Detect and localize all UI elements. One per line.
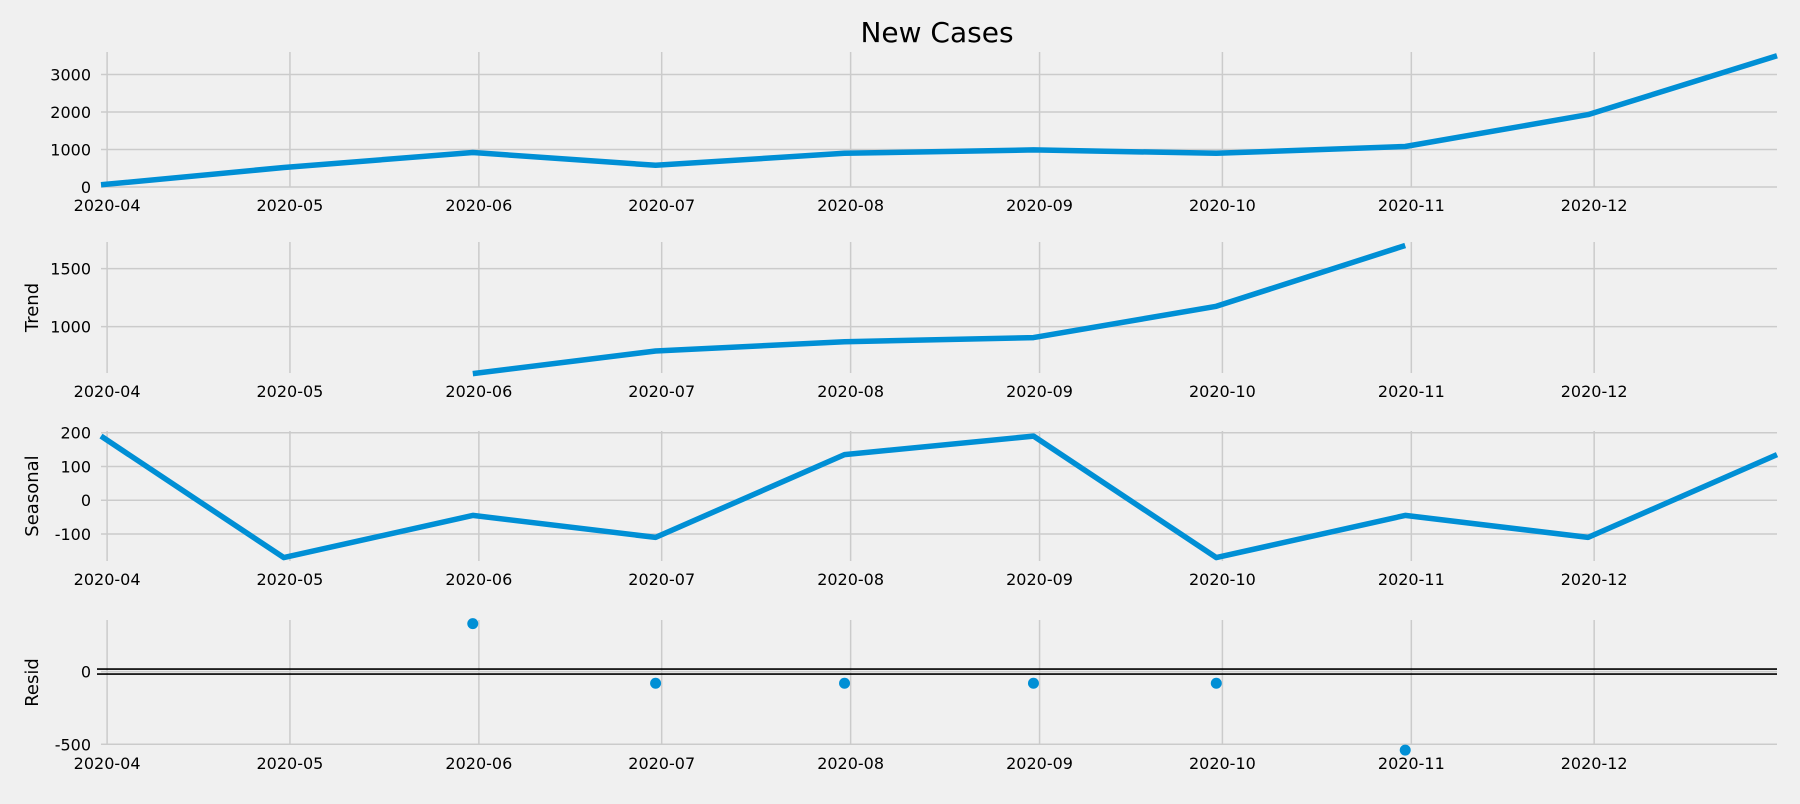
y-tick-label: 1500 <box>50 260 91 279</box>
x-tick-label: 2020-10 <box>1189 382 1256 401</box>
x-tick-label: 2020-04 <box>74 382 141 401</box>
resid-point <box>839 677 851 689</box>
x-tick-label: 2020-11 <box>1378 196 1445 215</box>
x-tick-label: 2020-10 <box>1189 754 1256 773</box>
x-tick-label: 2020-06 <box>445 754 512 773</box>
y-tick-label: 0 <box>81 491 91 510</box>
x-tick-label: 2020-11 <box>1378 382 1445 401</box>
x-tick-label: 2020-05 <box>257 382 324 401</box>
y-tick-label: 100 <box>60 457 91 476</box>
x-tick-label: 2020-11 <box>1378 570 1445 589</box>
y-tick-label: 0 <box>81 178 91 197</box>
resid-point <box>1210 677 1222 689</box>
resid-point <box>650 677 662 689</box>
x-tick-label: 2020-12 <box>1561 570 1628 589</box>
x-tick-label: 2020-07 <box>628 382 695 401</box>
x-tick-label: 2020-11 <box>1378 754 1445 773</box>
resid-point <box>1027 677 1039 689</box>
x-tick-label: 2020-08 <box>817 754 884 773</box>
x-tick-label: 2020-07 <box>628 570 695 589</box>
y-axis-label-seasonal: Seasonal <box>22 455 43 536</box>
x-tick-label: 2020-08 <box>817 570 884 589</box>
x-tick-label: 2020-10 <box>1189 570 1256 589</box>
y-tick-label: -500 <box>55 735 91 754</box>
x-tick-label: 2020-08 <box>817 196 884 215</box>
x-tick-label: 2020-08 <box>817 382 884 401</box>
x-tick-label: 2020-10 <box>1189 196 1256 215</box>
x-tick-label: 2020-05 <box>257 196 324 215</box>
x-tick-label: 2020-07 <box>628 754 695 773</box>
resid-point <box>1399 744 1411 756</box>
y-tick-label: 2000 <box>50 103 91 122</box>
x-tick-label: 2020-06 <box>445 382 512 401</box>
y-axis-label-resid: Resid <box>22 658 43 707</box>
y-axis-label-trend: Trend <box>22 283 43 333</box>
series-line-observed <box>100 53 1778 188</box>
x-tick-label: 2020-04 <box>74 754 141 773</box>
x-tick-label: 2020-09 <box>1006 570 1073 589</box>
y-tick-label: -100 <box>55 525 91 544</box>
x-tick-label: 2020-07 <box>628 196 695 215</box>
series-line-trend <box>472 242 1407 377</box>
x-tick-label: 2020-05 <box>257 570 324 589</box>
x-tick-label: 2020-12 <box>1561 196 1628 215</box>
y-tick-label: 200 <box>60 424 91 443</box>
x-tick-label: 2020-09 <box>1006 382 1073 401</box>
y-tick-label: 1000 <box>50 141 91 160</box>
x-tick-label: 2020-06 <box>445 196 512 215</box>
x-tick-label: 2020-04 <box>74 570 141 589</box>
series-line-seasonal <box>99 433 1779 561</box>
x-tick-label: 2020-05 <box>257 754 324 773</box>
x-tick-label: 2020-09 <box>1006 196 1073 215</box>
y-tick-label: 1000 <box>50 318 91 337</box>
x-tick-label: 2020-06 <box>445 570 512 589</box>
x-tick-label: 2020-09 <box>1006 754 1073 773</box>
x-tick-label: 2020-12 <box>1561 754 1628 773</box>
x-tick-label: 2020-12 <box>1561 382 1628 401</box>
x-tick-label: 2020-04 <box>74 196 141 215</box>
resid-point <box>467 618 479 630</box>
chart-title: New Cases <box>860 16 1013 49</box>
y-tick-label: 0 <box>81 663 91 682</box>
y-tick-label: 3000 <box>50 66 91 85</box>
